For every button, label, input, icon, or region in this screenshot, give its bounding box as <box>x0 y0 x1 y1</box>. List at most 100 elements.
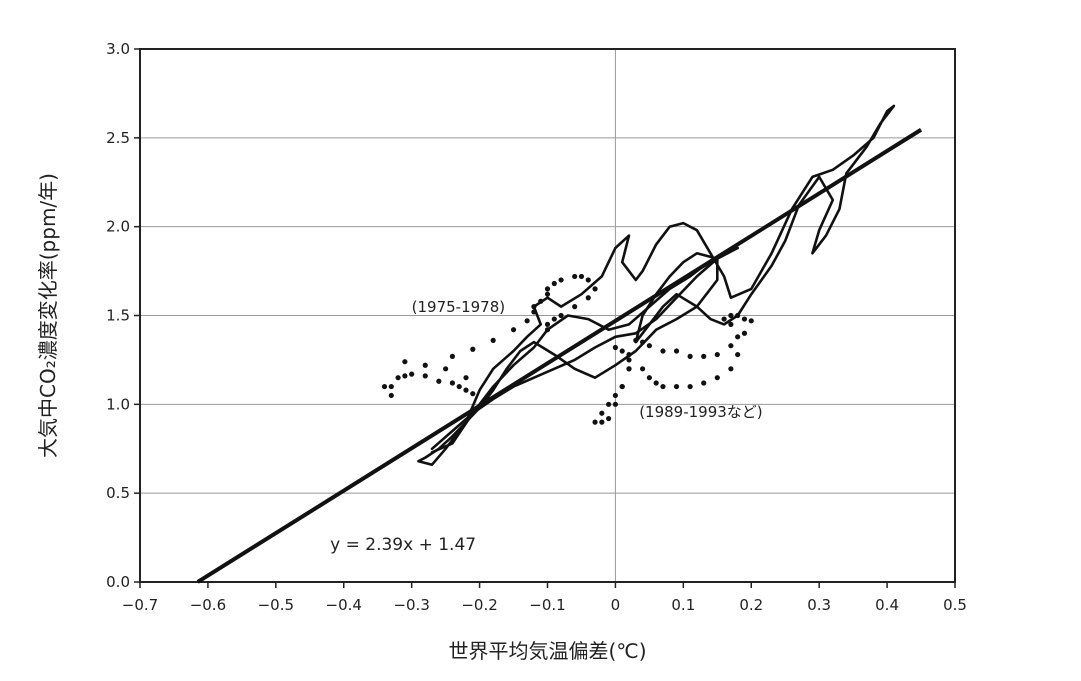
series-dot <box>714 375 720 381</box>
series-dot <box>606 401 612 407</box>
y-tick-label: 0.0 <box>106 573 130 591</box>
series-dot <box>626 357 632 363</box>
x-tick-label: −0.6 <box>190 596 226 614</box>
series-dot <box>470 346 476 352</box>
regression-equation: y = 2.39x + 1.47 <box>330 535 476 555</box>
series-dot <box>721 316 727 322</box>
series-dot <box>544 321 551 327</box>
y-tick-label: 1.0 <box>106 395 130 413</box>
series-dot <box>402 373 408 379</box>
series-dot <box>443 366 449 372</box>
y-tick-label: 1.5 <box>106 307 130 325</box>
series-dot <box>626 366 632 372</box>
series-dot <box>592 286 598 292</box>
series-dot <box>639 366 646 372</box>
series-dot <box>599 410 605 416</box>
series-dot <box>388 392 394 399</box>
series-dot <box>606 415 612 422</box>
series-dot <box>490 337 496 343</box>
series-dot <box>456 383 462 390</box>
x-axis-label: 世界平均気温偏差(℃) <box>448 639 646 663</box>
series-dot <box>735 312 741 319</box>
series-dot <box>395 375 401 381</box>
series-dot <box>544 291 551 297</box>
series-dot <box>538 298 544 304</box>
y-tick-label: 0.5 <box>106 484 130 502</box>
series-dot <box>422 373 428 379</box>
x-tick-label: 0.5 <box>943 596 967 614</box>
series-dot <box>673 348 680 354</box>
series-dot <box>558 277 564 283</box>
series-dot <box>701 380 707 386</box>
series-line-1 <box>430 246 740 454</box>
x-tick-label: 0.2 <box>739 596 763 614</box>
series-dot <box>402 359 408 365</box>
series-dot <box>619 348 625 354</box>
series-dot <box>388 383 394 390</box>
series-dot <box>735 334 741 340</box>
series-dot <box>646 343 652 349</box>
series-dot <box>741 316 748 322</box>
series-dot <box>728 366 734 372</box>
series-dot <box>409 371 415 377</box>
series-dot <box>585 295 591 301</box>
series-dot <box>510 327 517 333</box>
annotation-label: (1989-1993など) <box>639 403 762 421</box>
annotation-label: (1975-1978) <box>412 298 505 316</box>
series-dot <box>687 383 693 390</box>
series-dot <box>531 309 537 315</box>
series-dot <box>748 318 754 324</box>
x-tick-label: −0.3 <box>393 596 429 614</box>
series-dot <box>544 327 551 333</box>
series-dot <box>381 383 388 390</box>
series-dot <box>735 351 741 358</box>
y-tick-label: 2.5 <box>106 129 130 147</box>
y-tick-label: 3.0 <box>106 40 130 58</box>
series-dot <box>463 387 469 393</box>
x-tick-label: 0 <box>611 596 621 614</box>
series-dot <box>714 351 720 358</box>
x-tick-label: −0.7 <box>122 596 158 614</box>
series-dot <box>463 375 469 381</box>
y-tick-labels: 0.0 0.5 1.0 1.5 2.0 2.5 3.0 <box>106 40 140 591</box>
series-dot <box>572 304 578 310</box>
x-tick-label: −0.4 <box>326 596 362 614</box>
x-tick-label: −0.1 <box>529 596 565 614</box>
series-dot <box>612 344 619 351</box>
series-dot <box>741 330 748 336</box>
series-dot <box>531 304 537 310</box>
series-dot <box>558 312 564 319</box>
series-dot <box>449 353 456 359</box>
annotations: (1975-1978) (1989-1993など) <box>412 298 763 421</box>
x-tick-label: 0.3 <box>807 596 831 614</box>
series-dot <box>673 383 680 390</box>
series-dot <box>585 277 591 283</box>
series-dot <box>728 312 734 319</box>
regression-line <box>196 128 923 584</box>
series-line-0 <box>417 104 896 467</box>
series-dot <box>449 380 456 386</box>
data-series <box>381 104 896 467</box>
series-dot <box>592 419 598 425</box>
y-tick-label: 2.0 <box>106 218 130 236</box>
series-dot <box>551 316 557 322</box>
series-dot <box>728 321 734 327</box>
x-tick-label: −0.2 <box>461 596 497 614</box>
series-dot <box>633 337 639 343</box>
series-dot <box>599 419 605 425</box>
grid-lines <box>140 49 955 582</box>
series-dot <box>687 353 693 359</box>
series-dot <box>728 343 734 349</box>
x-tick-label: −0.5 <box>258 596 294 614</box>
x-tick-label: 0.4 <box>875 596 899 614</box>
series-dot <box>436 378 442 384</box>
series-dot <box>660 348 666 354</box>
x-tick-labels: −0.7 −0.6 −0.5 −0.4 −0.3 −0.2 −0.1 0 0.1 0.2 0.3 0.… <box>122 582 967 614</box>
series-dot <box>653 380 659 386</box>
series-dot <box>422 362 428 368</box>
series-dot <box>612 392 619 399</box>
series-dot <box>639 339 646 345</box>
y-axis-label: 大気中CO₂濃度変化率(ppm/年) <box>36 173 60 458</box>
series-dot <box>626 351 632 358</box>
series-dot <box>524 318 530 324</box>
